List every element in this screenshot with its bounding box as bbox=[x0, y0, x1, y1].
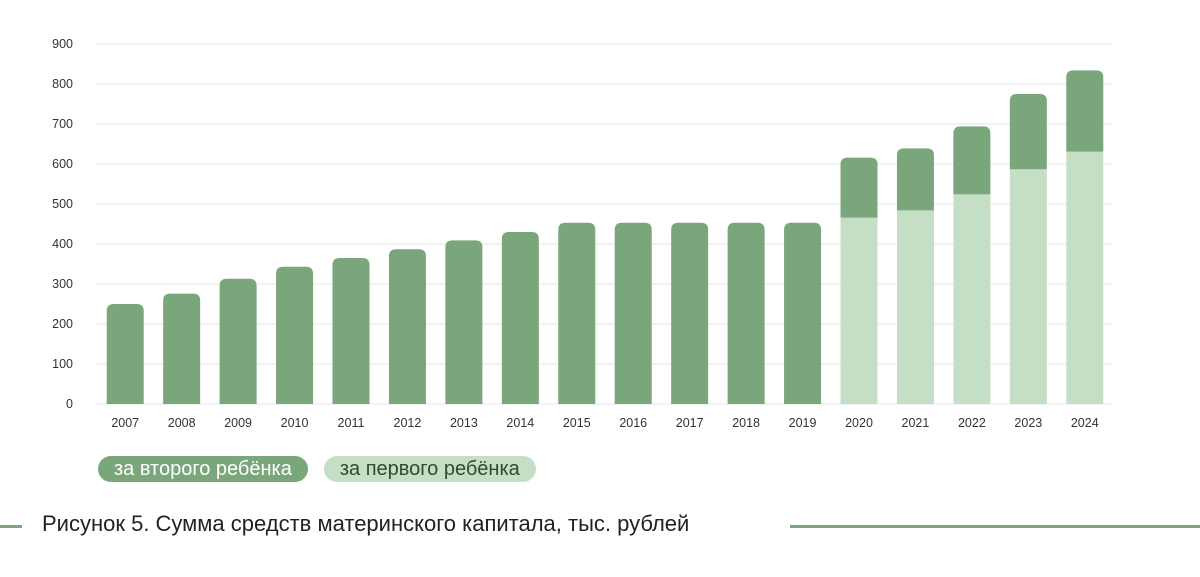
bar-segment-2022 bbox=[953, 126, 991, 195]
y-tick-label: 0 bbox=[66, 397, 73, 411]
x-tick-label: 2010 bbox=[281, 416, 309, 430]
x-tick-label: 2015 bbox=[563, 416, 591, 430]
x-tick-label: 2018 bbox=[732, 416, 760, 430]
bar-segment-2019 bbox=[784, 222, 822, 404]
y-tick-label: 400 bbox=[52, 237, 73, 251]
bar-segment-2011 bbox=[332, 258, 370, 404]
y-tick-label: 800 bbox=[52, 77, 73, 91]
bar-segment-2022 bbox=[953, 194, 991, 404]
bar-segment-2018 bbox=[727, 222, 765, 404]
bar-segment-2013 bbox=[445, 240, 483, 404]
bar-segment-2009 bbox=[219, 278, 257, 404]
bar-segment-2015 bbox=[558, 222, 596, 404]
x-tick-label: 2012 bbox=[394, 416, 422, 430]
bar-segment-2021 bbox=[896, 210, 934, 404]
x-tick-label: 2007 bbox=[111, 416, 139, 430]
bar-segment-2020 bbox=[840, 157, 878, 218]
x-tick-label: 2023 bbox=[1014, 416, 1042, 430]
y-tick-label: 200 bbox=[52, 317, 73, 331]
legend-item-second-child: за второго ребёнка bbox=[98, 456, 308, 482]
figure-caption: Рисунок 5. Сумма средств материнского ка… bbox=[42, 511, 690, 536]
y-tick-label: 500 bbox=[52, 197, 73, 211]
x-tick-label: 2022 bbox=[958, 416, 986, 430]
x-tick-label: 2019 bbox=[789, 416, 817, 430]
legend-item-first-child: за первого ребёнка bbox=[323, 456, 536, 482]
y-tick-label: 100 bbox=[52, 357, 73, 371]
grid-lines bbox=[97, 43, 1113, 405]
bar-segment-2023 bbox=[1009, 94, 1047, 170]
bar-segment-2020 bbox=[840, 217, 878, 404]
caption-line-right bbox=[790, 525, 1200, 528]
x-tick-label: 2017 bbox=[676, 416, 704, 430]
bar-segment-2008 bbox=[163, 293, 201, 404]
x-tick-label: 2011 bbox=[338, 416, 365, 430]
y-tick-label: 300 bbox=[52, 277, 73, 291]
x-tick-label: 2013 bbox=[450, 416, 478, 430]
bar-segment-2012 bbox=[388, 249, 426, 404]
x-tick-label: 2016 bbox=[619, 416, 647, 430]
x-tick-label: 2021 bbox=[902, 416, 930, 430]
y-tick-label: 700 bbox=[52, 117, 73, 131]
bar-segment-2021 bbox=[896, 148, 934, 211]
bar-segment-2024 bbox=[1066, 151, 1104, 404]
caption-line-left bbox=[0, 525, 22, 528]
bar-segment-2024 bbox=[1066, 70, 1104, 152]
legend: за второго ребёнка за первого ребёнка bbox=[98, 456, 536, 482]
bar-segment-2016 bbox=[614, 222, 652, 404]
x-tick-label: 2020 bbox=[845, 416, 873, 430]
bar-segment-2017 bbox=[671, 222, 709, 404]
bar-segment-2023 bbox=[1009, 169, 1047, 404]
x-tick-label: 2024 bbox=[1071, 416, 1099, 430]
bar-segment-2007 bbox=[106, 304, 144, 404]
y-tick-label: 600 bbox=[52, 157, 73, 171]
x-tick-label: 2008 bbox=[168, 416, 196, 430]
bar-segment-2010 bbox=[276, 266, 314, 404]
bar-segment-2014 bbox=[501, 232, 539, 404]
x-axis-ticks: 2007 2008 2009 2010 2011 2012 2013 2014 2015 2016… bbox=[111, 416, 1098, 430]
x-tick-label: 2009 bbox=[224, 416, 252, 430]
bars bbox=[106, 70, 1104, 404]
x-tick-label: 2014 bbox=[506, 416, 534, 430]
y-tick-label: 900 bbox=[52, 37, 73, 51]
y-axis-ticks: 0 100 200 300 400 500 600 700 800 900 bbox=[52, 37, 73, 411]
